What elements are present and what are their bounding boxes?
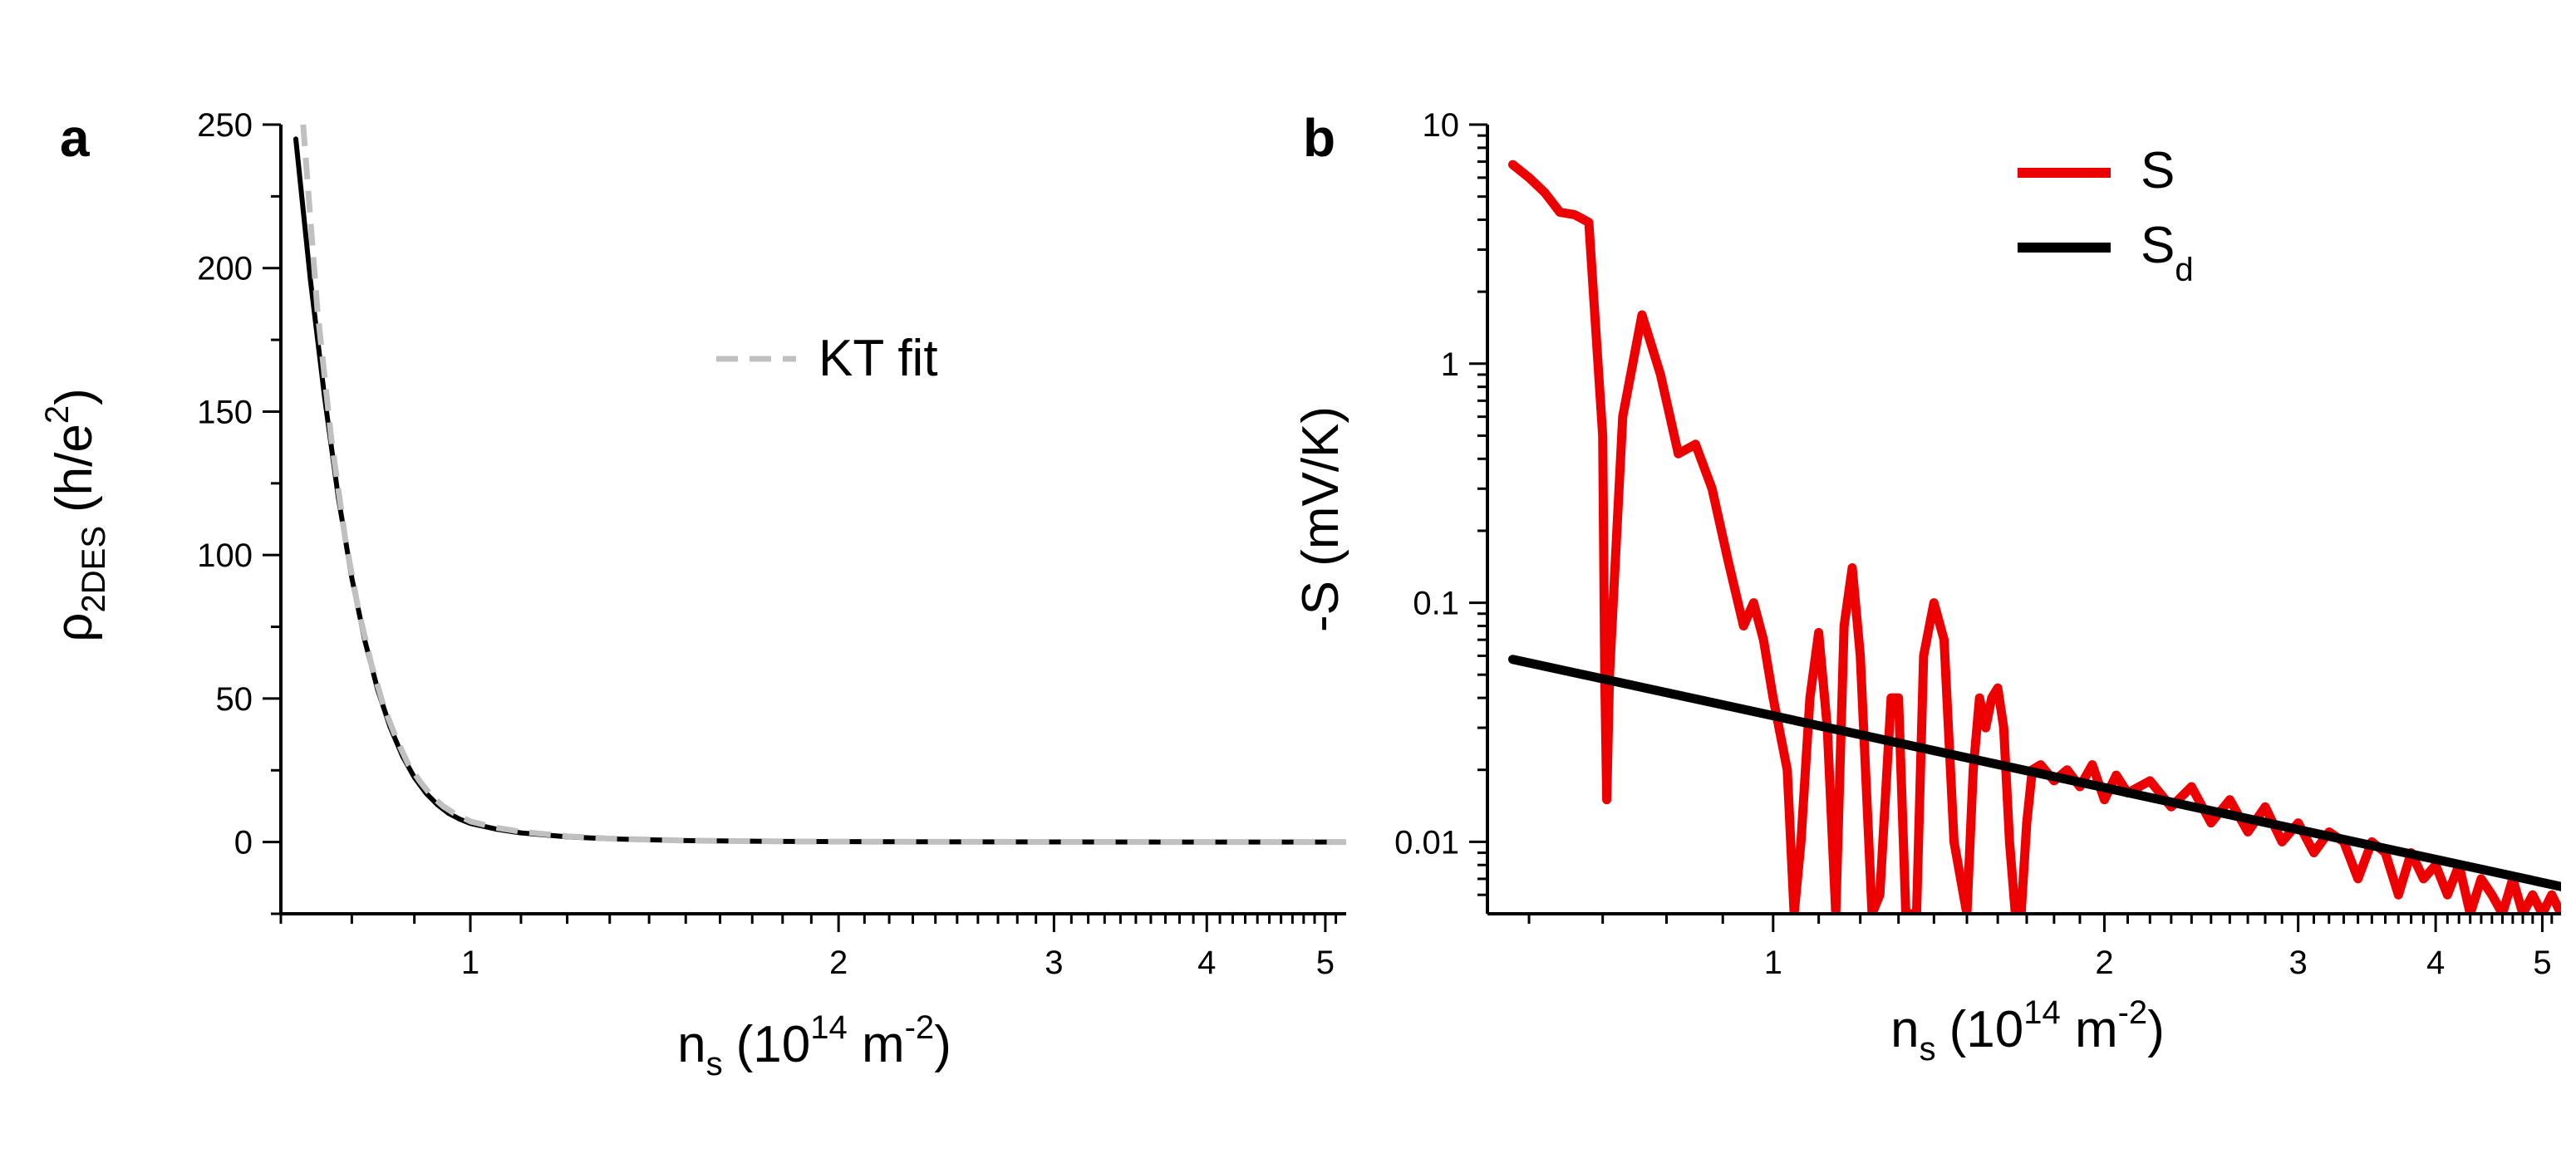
panel-a-x-title-main: n — [677, 1016, 705, 1073]
series-s-d — [1508, 655, 2561, 891]
x-tick-label: 1 — [461, 945, 479, 981]
y-tick-label: 0.01 — [1394, 824, 1459, 861]
panel-a-y-title-unit-post: ) — [46, 388, 103, 405]
panel-a-legend-label: KT fit — [819, 330, 938, 387]
panel-b-y-title: -S (mV/K) — [1292, 406, 1349, 632]
x-tick-label: 5 — [1316, 945, 1335, 981]
panel-b: b 1 2 3 4 5 0.01 0.1 1 10 S Sd ns (1014 m-2) -S (… — [1292, 107, 2561, 1067]
y-tick-label: 250 — [197, 107, 253, 144]
y-tick-label: 200 — [197, 251, 253, 287]
panel-b-x-title-sup1: 14 — [2023, 994, 2061, 1031]
panel-a-ticks — [263, 123, 1338, 932]
panel-b-x-title-unit-mid: m — [2061, 1001, 2118, 1058]
panel-b-label: b — [1303, 108, 1335, 168]
series-s — [1508, 159, 2561, 914]
x-tick-label: 2 — [829, 945, 848, 981]
panel-a-y-title-main: ρ — [46, 612, 103, 641]
panel-b-x-title-unit-post: ) — [2147, 1001, 2165, 1058]
x-tick-label: 3 — [1045, 945, 1063, 981]
y-tick-label: 50 — [216, 681, 253, 718]
x-tick-label: 2 — [2095, 945, 2113, 981]
y-tick-label: 10 — [1423, 107, 1460, 144]
panel-b-legend-label-sd: Sd — [2141, 217, 2194, 288]
series-kt-fit — [300, 124, 1346, 846]
panel-a-x-title-unit-pre: (10 — [736, 1016, 811, 1073]
y-tick-label: 100 — [197, 537, 253, 574]
panel-b-series — [1508, 159, 2561, 914]
y-tick-label: 150 — [197, 394, 253, 430]
panel-a-y-title: ρ2DES (h/e2) — [39, 388, 112, 642]
panel-a-y-title-unit-pre: (h/e — [46, 424, 103, 513]
series-data — [293, 136, 1346, 845]
panel-a-y-title-sub: 2DES — [76, 526, 112, 613]
panel-a-x-title-sub: s — [706, 1046, 723, 1082]
panel-b-x-title-sub: s — [1920, 1031, 1936, 1067]
panel-b-x-title: ns (1014 m-2) — [1890, 994, 2165, 1067]
panel-a-x-title-unit-mid: m — [848, 1016, 905, 1073]
x-tick-label: 1 — [1764, 945, 1782, 981]
x-tick-label: 3 — [2289, 945, 2308, 981]
panel-b-legend: S Sd — [2018, 142, 2194, 288]
x-tick-label: 5 — [2533, 945, 2551, 981]
y-tick-label: 1 — [1441, 346, 1459, 383]
panel-a-x-title-sup2: -2 — [905, 1009, 935, 1046]
panel-a-series — [293, 124, 1346, 846]
panel-a-x-title-sup1: 14 — [810, 1009, 848, 1046]
panel-a-x-title-unit-post: ) — [934, 1016, 951, 1073]
panel-b-legend-s-main: S — [2141, 142, 2175, 199]
panel-b-legend-sd-sub: d — [2175, 252, 2193, 288]
panel-b-x-title-main: n — [1890, 1001, 1919, 1058]
panel-a-y-title-sup: 2 — [39, 405, 76, 424]
panel-b-x-title-sup2: -2 — [2118, 994, 2148, 1031]
panel-b-tick-labels: 1 2 3 4 5 0.01 0.1 1 10 — [1394, 107, 2551, 981]
panel-a-label: a — [60, 108, 90, 168]
x-tick-label: 4 — [2426, 945, 2445, 981]
y-tick-label: 0.1 — [1413, 586, 1459, 622]
panel-a-x-title: ns (1014 m-2) — [677, 1009, 951, 1082]
panel-b-legend-sd-main: S — [2141, 217, 2175, 274]
panel-b-x-title-unit-pre: (10 — [1949, 1001, 2024, 1058]
x-tick-label: 4 — [1197, 945, 1216, 981]
y-tick-label: 0 — [234, 825, 253, 861]
panel-b-legend-label-s: S — [2141, 142, 2175, 199]
